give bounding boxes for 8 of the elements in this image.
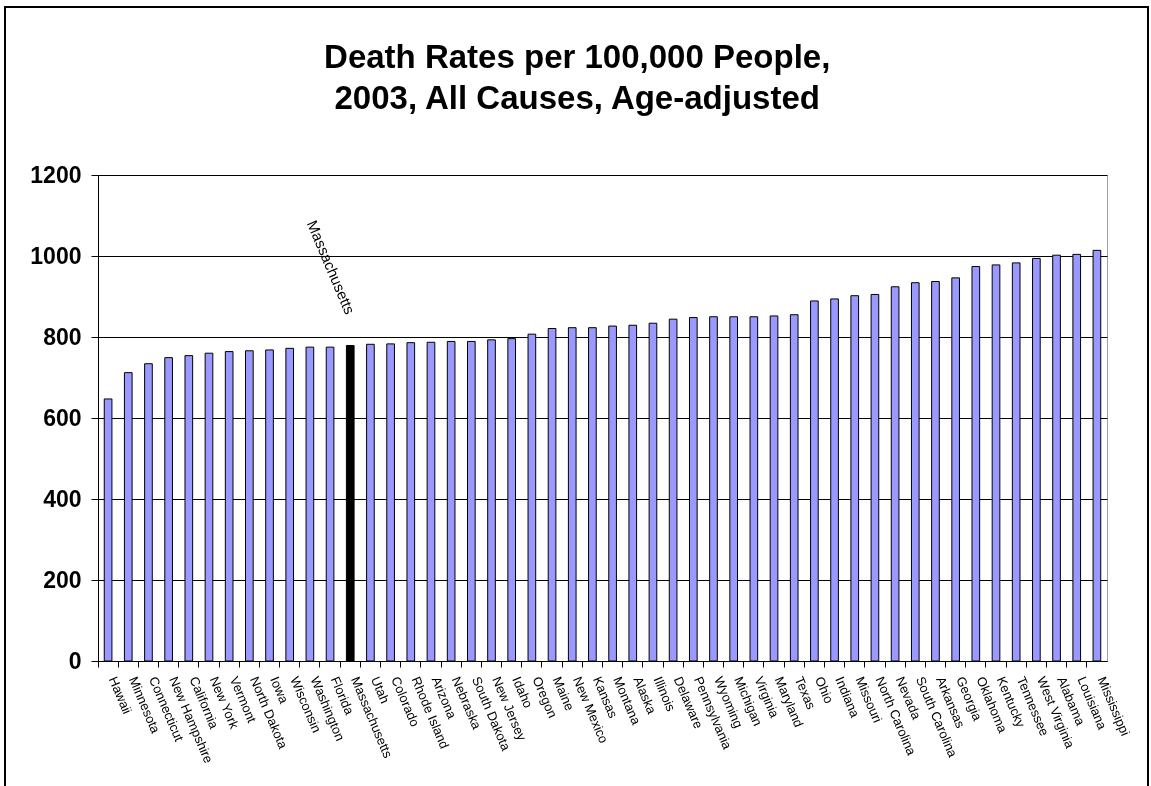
y-tick-label: 600	[43, 404, 82, 431]
y-tick-label: 200	[43, 566, 82, 593]
y-tick-label: 0	[68, 647, 82, 674]
y-tick-label: 400	[43, 485, 82, 512]
y-tick-label: 1200	[30, 161, 82, 188]
chart-title: Death Rates per 100,000 People, 2003, All Causes, Age-adjusted	[324, 38, 831, 116]
y-tick-label: 1000	[30, 242, 82, 269]
y-tick-label: 800	[43, 323, 82, 350]
